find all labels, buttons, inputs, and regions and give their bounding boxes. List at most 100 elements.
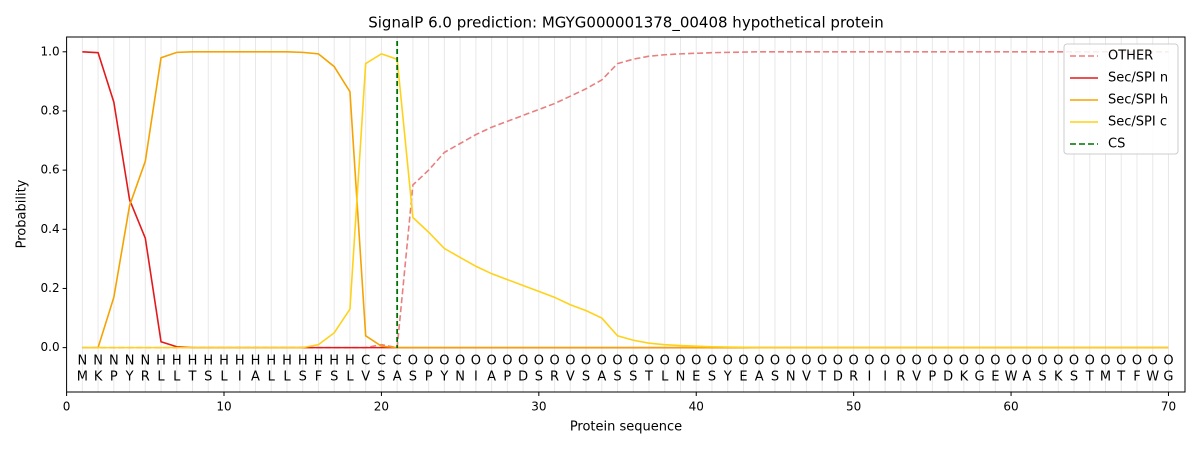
- residue-label: D: [833, 370, 843, 385]
- region-label: O: [1116, 354, 1126, 369]
- x-tick-label: 10: [216, 400, 231, 414]
- y-tick-label: 0.0: [41, 340, 60, 354]
- x-tick-label: 60: [1003, 400, 1018, 414]
- region-label: O: [1069, 354, 1079, 369]
- region-label: O: [770, 354, 780, 369]
- residue-label: S: [409, 370, 417, 385]
- x-tick-label: 50: [846, 400, 861, 414]
- residue-label: A: [487, 370, 496, 385]
- region-label: O: [1163, 354, 1173, 369]
- series-line: [82, 52, 1169, 349]
- residue-label: S: [1070, 370, 1078, 385]
- region-label: N: [93, 354, 103, 369]
- residue-label: S: [1038, 370, 1046, 385]
- residue-label: S: [377, 370, 385, 385]
- legend-label: OTHER: [1108, 49, 1153, 64]
- residue-label: S: [708, 370, 716, 385]
- region-label: O: [833, 354, 843, 369]
- region-label: O: [911, 354, 921, 369]
- region-label: O: [581, 354, 591, 369]
- region-label: H: [251, 354, 261, 369]
- region-label: O: [849, 354, 859, 369]
- region-label: H: [219, 354, 229, 369]
- residue-label: V: [802, 370, 811, 385]
- region-label: H: [156, 354, 166, 369]
- region-label: O: [1022, 354, 1032, 369]
- residue-label: A: [597, 370, 606, 385]
- residue-label: K: [1054, 370, 1063, 385]
- residue-label: P: [110, 370, 118, 385]
- residue-label: L: [661, 370, 669, 385]
- residue-label: I: [867, 370, 871, 385]
- residue-label: K: [94, 370, 103, 385]
- residue-label: A: [755, 370, 764, 385]
- region-label: H: [203, 354, 213, 369]
- residue-label: F: [1133, 370, 1140, 385]
- series-line: [82, 50, 1169, 349]
- legend-label: Sec/SPI h: [1108, 93, 1168, 108]
- region-label: O: [1053, 354, 1063, 369]
- residue-label: I: [883, 370, 887, 385]
- region-label: H: [329, 354, 339, 369]
- residue-label: A: [1022, 370, 1031, 385]
- region-label: N: [125, 354, 135, 369]
- residue-label: K: [960, 370, 969, 385]
- residue-label: L: [283, 370, 291, 385]
- residue-label: V: [912, 370, 921, 385]
- region-label: C: [361, 354, 370, 369]
- region-label: O: [896, 354, 906, 369]
- region-label: O: [1037, 354, 1047, 369]
- y-tick-label: 0.2: [41, 281, 60, 295]
- residue-label: L: [346, 370, 354, 385]
- region-label: H: [298, 354, 308, 369]
- residue-label: S: [771, 370, 779, 385]
- residue-label: S: [535, 370, 543, 385]
- region-label: O: [864, 354, 874, 369]
- residue-label: G: [975, 370, 985, 385]
- residue-label: N: [676, 370, 686, 385]
- residue-label: L: [220, 370, 228, 385]
- residue-label: D: [518, 370, 528, 385]
- region-label: O: [424, 354, 434, 369]
- residue-label: W: [1005, 370, 1018, 385]
- x-axis-label: Protein sequence: [570, 420, 682, 435]
- region-label: O: [723, 354, 733, 369]
- y-tick-label: 0.4: [41, 222, 60, 236]
- region-label: O: [754, 354, 764, 369]
- region-label: N: [109, 354, 119, 369]
- legend-box: [1063, 43, 1179, 155]
- region-label: O: [628, 354, 638, 369]
- residue-label: Y: [125, 370, 134, 385]
- residue-label: L: [157, 370, 165, 385]
- region-label: O: [455, 354, 465, 369]
- residue-label: I: [238, 370, 242, 385]
- residue-label: T: [188, 370, 197, 385]
- y-tick-label: 0.6: [41, 163, 60, 177]
- region-label: N: [77, 354, 87, 369]
- residue-label: S: [613, 370, 621, 385]
- residue-label: T: [644, 370, 653, 385]
- region-label: O: [597, 354, 607, 369]
- region-label: O: [959, 354, 969, 369]
- residue-label: E: [739, 370, 747, 385]
- x-tick-label: 0: [63, 400, 71, 414]
- region-label: O: [675, 354, 685, 369]
- residue-label: W: [1146, 370, 1159, 385]
- residue-label: R: [550, 370, 559, 385]
- region-label: O: [974, 354, 984, 369]
- region-label: O: [660, 354, 670, 369]
- x-tick-label: 20: [374, 400, 389, 414]
- residue-label: G: [1163, 370, 1173, 385]
- residue-label: N: [455, 370, 465, 385]
- residue-label: N: [786, 370, 796, 385]
- region-label: O: [943, 354, 953, 369]
- residue-label: S: [299, 370, 307, 385]
- residue-label: S: [330, 370, 338, 385]
- region-label: O: [707, 354, 717, 369]
- residue-label: F: [315, 370, 322, 385]
- y-axis-label: Probability: [15, 179, 30, 248]
- residue-label: P: [425, 370, 433, 385]
- region-label: O: [1085, 354, 1095, 369]
- residue-label: Y: [439, 370, 448, 385]
- region-label: H: [235, 354, 245, 369]
